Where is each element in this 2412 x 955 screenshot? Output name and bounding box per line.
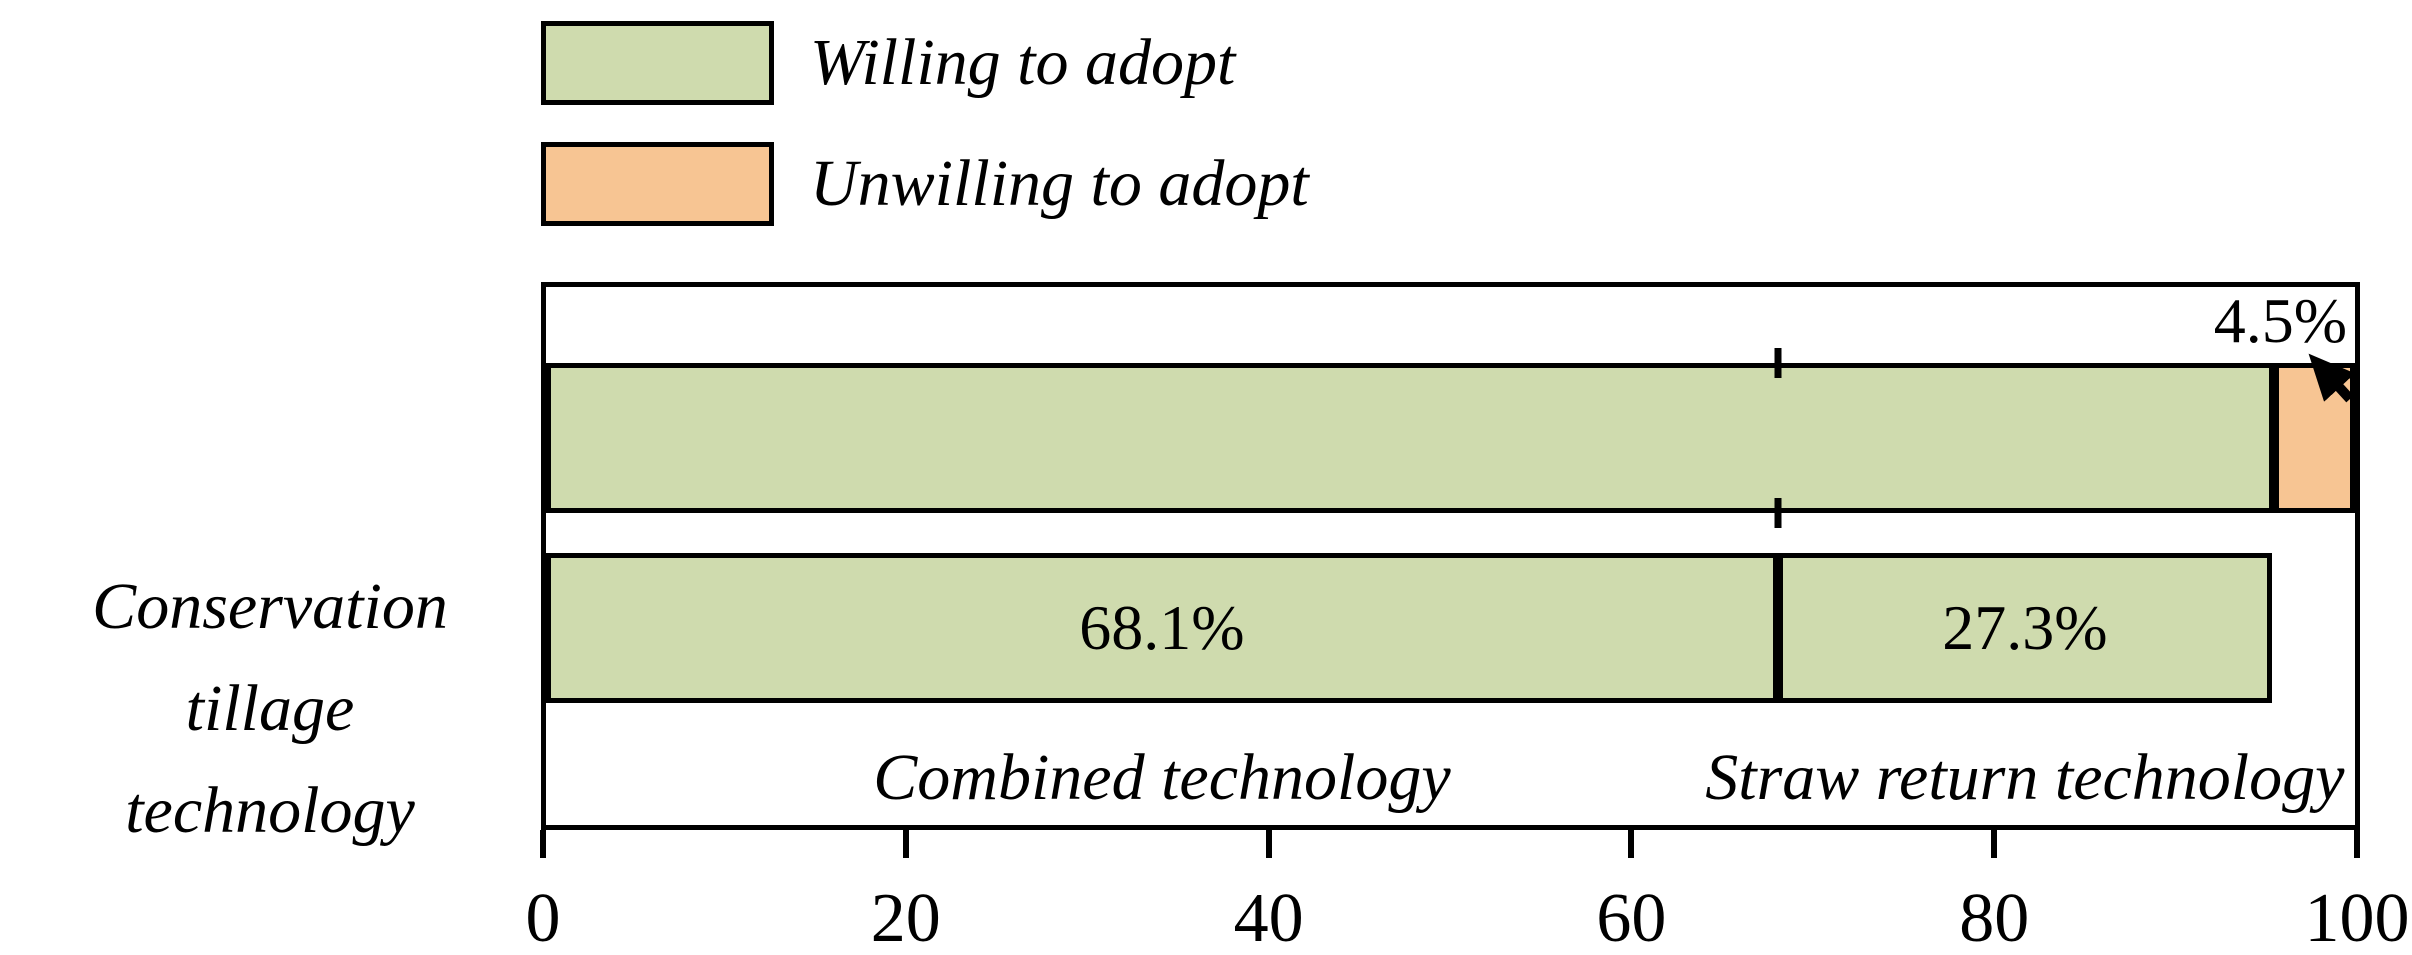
x-axis-tick	[1628, 830, 1635, 858]
x-axis-tick-label: 60	[1596, 880, 1667, 955]
top-bar-willing-segment	[546, 363, 2274, 513]
top-bar-marker-tick	[1774, 498, 1782, 528]
legend-label-willing: Willing to adopt	[810, 26, 1236, 99]
legend-item-unwilling: Unwilling to adopt	[541, 142, 1309, 226]
segment-label-combined: Combined technology	[873, 741, 1451, 814]
segment-data-label: 68.1%	[1079, 592, 1245, 663]
y-axis-category-label: Conservation tillage technology	[0, 556, 540, 862]
plot-inner: 68.1% 27.3% 4.5% Combined technology Str…	[546, 287, 2355, 825]
bottom-bar-combined-segment: 68.1%	[546, 553, 1778, 703]
x-axis-tick-label: 0	[525, 880, 561, 955]
bar-technology-split: 68.1% 27.3%	[546, 553, 2355, 703]
top-bar-unwilling-segment	[2273, 363, 2355, 513]
bottom-bar-straw-segment: 27.3%	[1777, 553, 2272, 703]
segment-label-straw: Straw return technology	[1705, 741, 2345, 814]
x-axis-tick	[540, 830, 546, 858]
segment-data-label: 27.3%	[1942, 592, 2108, 663]
legend-item-willing: Willing to adopt	[541, 21, 1235, 105]
x-axis-tick	[1265, 830, 1272, 858]
legend-label-unwilling: Unwilling to adopt	[810, 147, 1309, 220]
x-axis-tick-label: 40	[1233, 880, 1304, 955]
y-axis-category-label-line2: technology	[125, 774, 415, 847]
x-axis-tick-label: 20	[870, 880, 941, 955]
legend-swatch	[541, 142, 774, 226]
x-axis-tick	[1991, 830, 1998, 858]
bar-adoption-willingness	[546, 348, 2355, 528]
legend-swatch	[541, 21, 774, 105]
x-axis-tick-label: 80	[1959, 880, 2030, 955]
x-axis: 0 20 40 60 80 100	[526, 830, 2410, 955]
plot-box: 68.1% 27.3% 4.5% Combined technology Str…	[541, 282, 2360, 830]
x-axis-tick	[902, 830, 909, 858]
y-axis-category-label-line1: Conservation tillage	[92, 570, 448, 745]
callout-value-label: 4.5%	[2213, 285, 2347, 356]
x-axis-tick	[2354, 830, 2360, 858]
x-axis-tick-label: 100	[2304, 880, 2410, 955]
top-bar-marker-tick	[1774, 348, 1782, 378]
